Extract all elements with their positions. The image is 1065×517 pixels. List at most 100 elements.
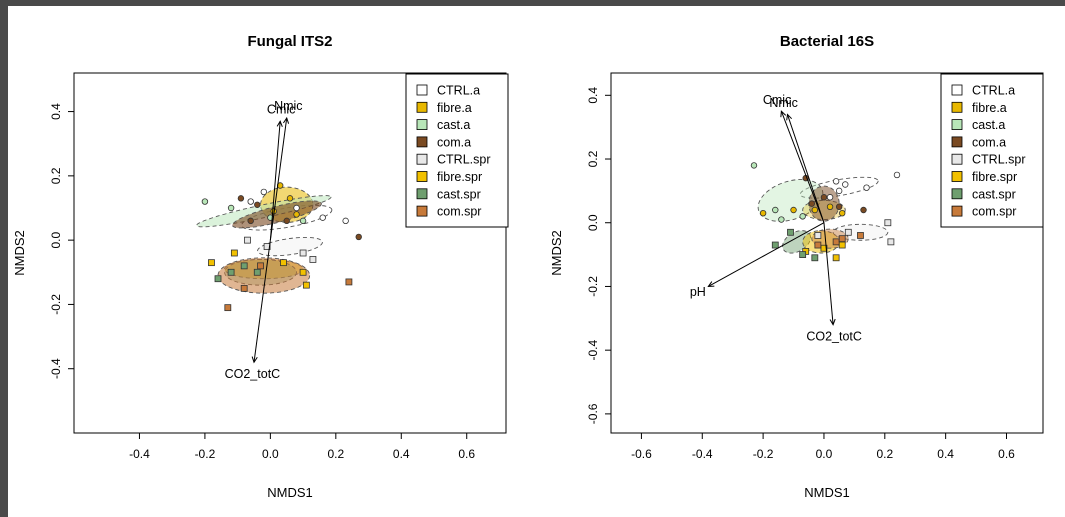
legend-swatch <box>416 101 428 113</box>
x-axis-label: NMDS1 <box>267 485 313 500</box>
point-cast-spr <box>771 241 779 249</box>
figure-svg: Fungal ITS2 -0.4 -0.2 0.0 0.2 0.4 0.6 -0.4 -0.2 0… <box>12 33 1044 500</box>
y-tick-label: -0.4 <box>586 340 600 361</box>
point-fibre-spr <box>299 268 307 276</box>
x-tick-label: 0.6 <box>998 447 1015 461</box>
plot-frame <box>73 72 507 434</box>
figure-canvas: Fungal ITS2 -0.4 -0.2 0.0 0.2 0.4 0.6 -0.4 -0.2 0… <box>8 6 1065 517</box>
legend-box <box>405 73 509 228</box>
point-com-spr <box>857 232 864 239</box>
point-CTRL-spr <box>263 243 271 250</box>
point-CTRL-spr <box>299 249 307 257</box>
point-com-a <box>808 200 815 207</box>
legend-label: com.a <box>972 135 1006 149</box>
point-CTRL-a <box>260 188 268 196</box>
legend-swatch <box>951 171 963 182</box>
x-axis-label: NMDS1 <box>804 485 850 500</box>
y-tick-label: -0.2 <box>49 294 63 315</box>
point-CTRL-spr <box>844 228 852 236</box>
point-fibre-a <box>811 206 819 214</box>
point-CTRL-spr <box>887 238 895 246</box>
vector-label: Cmic <box>267 102 295 116</box>
legend-label: com.spr <box>972 205 1016 219</box>
legend-label: com.a <box>437 135 471 149</box>
vector-arrow <box>823 222 834 325</box>
point-com-a <box>237 195 245 202</box>
x-tick-label: 0.0 <box>816 447 833 461</box>
legend-label: fibre.spr <box>972 170 1017 184</box>
point-fibre-spr <box>208 259 215 267</box>
point-CTRL-a <box>863 184 870 191</box>
point-fibre-spr <box>280 259 287 267</box>
x-tick-label: 0.0 <box>262 447 279 461</box>
y-axis-label: NMDS2 <box>12 230 27 276</box>
point-com-a <box>355 233 362 241</box>
point-CTRL-a <box>319 214 326 221</box>
vector-arrow <box>269 117 288 241</box>
point-CTRL-a <box>842 181 849 188</box>
point-com-spr <box>345 278 353 286</box>
point-com-a <box>283 217 290 225</box>
point-fibre-a <box>286 195 294 202</box>
y-tick-label: 0.0 <box>49 231 63 248</box>
legend-swatch <box>951 84 963 96</box>
vector-arrow <box>269 121 281 241</box>
point-fibre-a <box>790 206 797 214</box>
point-CTRL-a <box>832 178 840 185</box>
point-CTRL-spr <box>309 256 317 263</box>
point-fibre-spr <box>302 281 310 289</box>
legend-swatch <box>416 119 428 130</box>
legend-label: cast.spr <box>437 187 481 201</box>
x-tick-label: 0.4 <box>937 447 954 461</box>
legend-label: fibre.a <box>972 101 1007 115</box>
vector-label: CO2_totC <box>225 367 281 381</box>
point-cast-spr <box>227 268 235 276</box>
point-cast-a <box>227 204 235 212</box>
vector-label: Nmic <box>274 99 302 113</box>
vector-label: pH <box>690 285 706 299</box>
x-tick-label: -0.4 <box>692 447 713 461</box>
point-com-spr <box>832 238 840 246</box>
point-fibre-spr <box>832 254 840 262</box>
point-com-spr <box>838 235 846 243</box>
point-cast-a <box>772 206 779 214</box>
point-CTRL-a <box>293 204 300 212</box>
legend-label: cast.a <box>437 118 470 132</box>
y-tick-label: -0.4 <box>49 358 63 379</box>
point-com-spr <box>814 241 822 249</box>
x-tick-label: 0.4 <box>393 447 410 461</box>
legend-box <box>940 73 1044 228</box>
point-CTRL-a <box>247 198 254 205</box>
vector-arrowhead <box>251 356 258 364</box>
point-CTRL-spr <box>884 219 892 227</box>
x-tick-label: -0.4 <box>129 447 150 461</box>
point-com-a <box>835 203 843 211</box>
legend-swatch <box>416 171 428 182</box>
legend-swatch <box>416 188 428 200</box>
point-fibre-a <box>826 203 834 211</box>
point-cast-a <box>299 217 307 225</box>
point-CTRL-a <box>342 217 349 225</box>
legend-swatch <box>951 101 963 113</box>
vector-arrowhead <box>283 116 290 124</box>
point-cast-a <box>750 162 758 169</box>
legend-swatch <box>951 153 963 165</box>
point-cast-spr <box>240 262 248 270</box>
legend-label: CTRL.spr <box>972 153 1025 167</box>
point-fibre-a <box>293 211 300 218</box>
point-cast-a <box>201 198 209 205</box>
point-CTRL-a <box>893 171 901 179</box>
point-cast-spr <box>799 251 807 258</box>
x-tick-label: -0.2 <box>195 447 216 461</box>
vector-label: Nmic <box>769 96 797 110</box>
vector-arrowhead <box>786 113 793 121</box>
x-tick-label: 0.6 <box>458 447 475 461</box>
y-tick-label: -0.6 <box>586 403 600 424</box>
point-cast-a <box>799 213 806 220</box>
point-fibre-spr <box>838 241 846 249</box>
vector-arrowhead <box>707 281 715 288</box>
vector-label: Cmic <box>763 93 791 107</box>
point-fibre-spr <box>230 249 238 257</box>
vector-label: CO2_totC <box>806 330 862 344</box>
point-CTRL-spr <box>814 232 822 239</box>
